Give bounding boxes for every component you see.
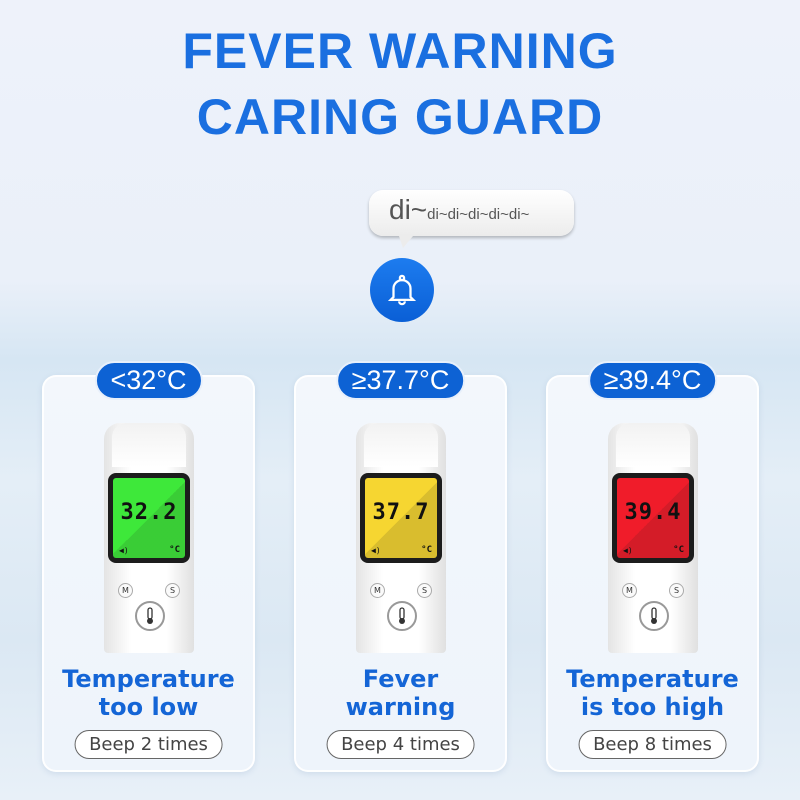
measure-button-thermometer-icon[interactable]	[387, 601, 417, 631]
sensor-head	[112, 423, 186, 467]
measure-button-thermometer-icon[interactable]	[639, 601, 669, 631]
beep-count-pill: Beep 2 times	[74, 730, 223, 759]
temperature-card: ≥39.4°C 39.4 ◀) °C M S Temperature is too…	[546, 361, 759, 772]
sensor-head	[616, 423, 690, 467]
beep-speech-bubble: di~di~di~di~di~di~	[369, 190, 574, 248]
temperature-reading: 39.4	[624, 500, 682, 525]
lcd-screen: 39.4 ◀) °C	[612, 473, 694, 563]
beep-count-pill: Beep 8 times	[578, 730, 727, 759]
lcd-screen: 32.2 ◀) °C	[108, 473, 190, 563]
threshold-badge: <32°C	[94, 361, 203, 400]
unit-label: °C	[169, 545, 180, 555]
headline-line-2: CARING GUARD	[196, 89, 604, 145]
speaker-icon: ◀)	[371, 546, 381, 555]
temperature-reading: 32.2	[120, 500, 178, 525]
m-button[interactable]: M	[118, 583, 133, 598]
s-button[interactable]: S	[417, 583, 432, 598]
measure-button-thermometer-icon[interactable]	[135, 601, 165, 631]
temperature-reading: 37.7	[372, 500, 430, 525]
lcd-screen: 37.7 ◀) °C	[360, 473, 442, 563]
bell-icon	[370, 258, 434, 322]
temperature-card: <32°C 32.2 ◀) °C M S Temperature too low …	[42, 361, 255, 772]
sensor-head	[364, 423, 438, 467]
beep-count-pill: Beep 4 times	[326, 730, 475, 759]
thermometer-device: 39.4 ◀) °C M S	[608, 423, 698, 653]
speaker-icon: ◀)	[119, 546, 129, 555]
status-label-line-2: warning	[345, 693, 456, 721]
unit-label: °C	[673, 545, 684, 555]
status-label-line-1: Temperature	[566, 665, 739, 693]
m-button[interactable]: M	[622, 583, 637, 598]
m-button[interactable]: M	[370, 583, 385, 598]
bubble-small-text: di~di~di~di~di~	[427, 206, 530, 223]
speaker-icon: ◀)	[623, 546, 633, 555]
thermometer-device: 32.2 ◀) °C M S	[104, 423, 194, 653]
temperature-card: ≥37.7°C 37.7 ◀) °C M S Fever warning Beep…	[294, 361, 507, 772]
unit-label: °C	[421, 545, 432, 555]
bubble-big-text: di~	[389, 194, 428, 225]
s-button[interactable]: S	[165, 583, 180, 598]
status-label-line-1: Temperature	[62, 665, 235, 693]
status-label-line-1: Fever	[362, 665, 439, 693]
status-label-line-2: too low	[98, 693, 199, 721]
status-label-line-2: is too high	[580, 693, 725, 721]
s-button[interactable]: S	[669, 583, 684, 598]
threshold-badge: ≥37.7°C	[335, 361, 466, 400]
headline-line-1: FEVER WARNING	[182, 23, 618, 79]
threshold-badge: ≥39.4°C	[587, 361, 718, 400]
thermometer-device: 37.7 ◀) °C M S	[356, 423, 446, 653]
